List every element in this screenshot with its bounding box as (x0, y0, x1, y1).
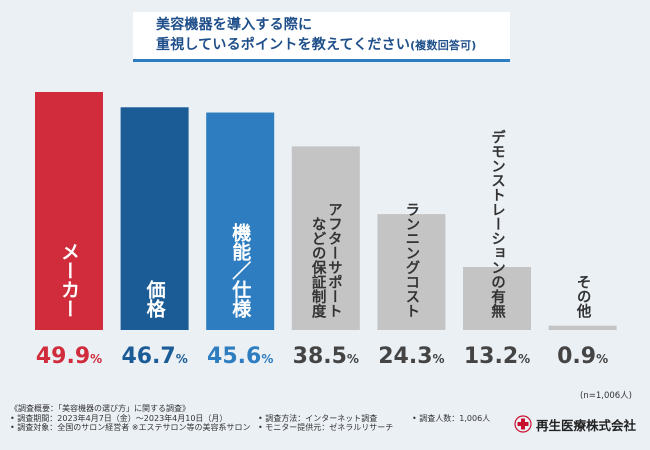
category-label-2-line-0: 機能／仕様 (229, 222, 252, 319)
category-label-2: 機能／仕様 (229, 222, 252, 319)
category-label-3-line-0: アフターサポート (326, 202, 342, 318)
chart-title-line1: 美容機器を導入する際に (156, 17, 313, 33)
category-label-4: ランニングコスト (403, 202, 419, 318)
company-name: 再生医療株式会社 (536, 417, 637, 433)
category-label-0-line-0: メーカー (58, 242, 80, 318)
survey-target: • 調査対象：全国のサロン経営者 ※エステサロン等の美容系サロン (10, 423, 251, 433)
chart-title-main: 重視しているポイントを教えてください (156, 37, 411, 53)
value-label-0: 49.9% (36, 344, 102, 369)
chart-title-line2: 重視しているポイントを教えてください(複数回答可) (156, 35, 510, 56)
survey-count: • 調査人数：1,006人 (412, 413, 491, 423)
bar-2 (206, 112, 275, 331)
bar-1 (120, 107, 189, 331)
category-label-4-line-0: ランニングコスト (403, 202, 419, 318)
chart-title: 美容機器を導入する際に 重視しているポイントを教えてください(複数回答可) (133, 12, 510, 62)
survey-monitor: • モニター提供元：ゼネラルリサーチ (258, 423, 394, 433)
category-label-3-line-1: などの保証制度 (310, 216, 327, 319)
survey-method: • 調査方法：インターネット調査 (258, 413, 378, 423)
category-label-1-line-0: 価格 (144, 280, 167, 319)
bar-chart: メーカー 49.9% 価格 46.7% 機能／仕様 45.6% アフターサポートなどの保証制… (35, 92, 617, 369)
survey-title: 《調査概要：「美容機器の選び方」に関する調査》 (10, 404, 190, 413)
value-label-1: 46.7% (121, 344, 187, 369)
category-label-1: 価格 (144, 280, 167, 319)
bar-5 (463, 267, 531, 330)
value-label-5: 13.2% (464, 344, 530, 369)
survey-period: • 調査期間：2023年4月7日（金）～2023年4月10日（月） (10, 413, 228, 423)
survey-overview: 《調査概要：「美容機器の選び方」に関する調査》 • 調査期間：2023年4月7日… (10, 404, 490, 433)
bar-3 (291, 146, 360, 330)
cross-logo-icon (514, 415, 532, 433)
bar-6 (548, 325, 617, 330)
bar-4 (377, 214, 446, 330)
chart-title-suffix: (複数回答可) (410, 39, 477, 52)
sample-size: (n=1,006人) (580, 391, 632, 401)
category-label-5-line-0: デモンストレーションの有無 (489, 128, 505, 319)
category-label-5: デモンストレーションの有無 (489, 128, 505, 319)
value-label-2: 45.6% (207, 344, 273, 369)
survey-row-1: • 調査期間：2023年4月7日（金）～2023年4月10日（月） • 調査方法… (10, 414, 490, 424)
category-label-6-line-0: その他 (575, 275, 592, 320)
value-label-4: 24.3% (378, 344, 444, 369)
value-label-6: 0.9% (557, 344, 608, 369)
category-label-6: その他 (575, 275, 592, 320)
bar-0 (35, 92, 103, 330)
company-logo: 再生医療株式会社 (514, 414, 636, 434)
survey-row-2: • 調査対象：全国のサロン経営者 ※エステサロン等の美容系サロン • モニター提… (10, 423, 490, 433)
value-label-3: 38.5% (293, 344, 359, 369)
category-label-0: メーカー (58, 242, 80, 318)
